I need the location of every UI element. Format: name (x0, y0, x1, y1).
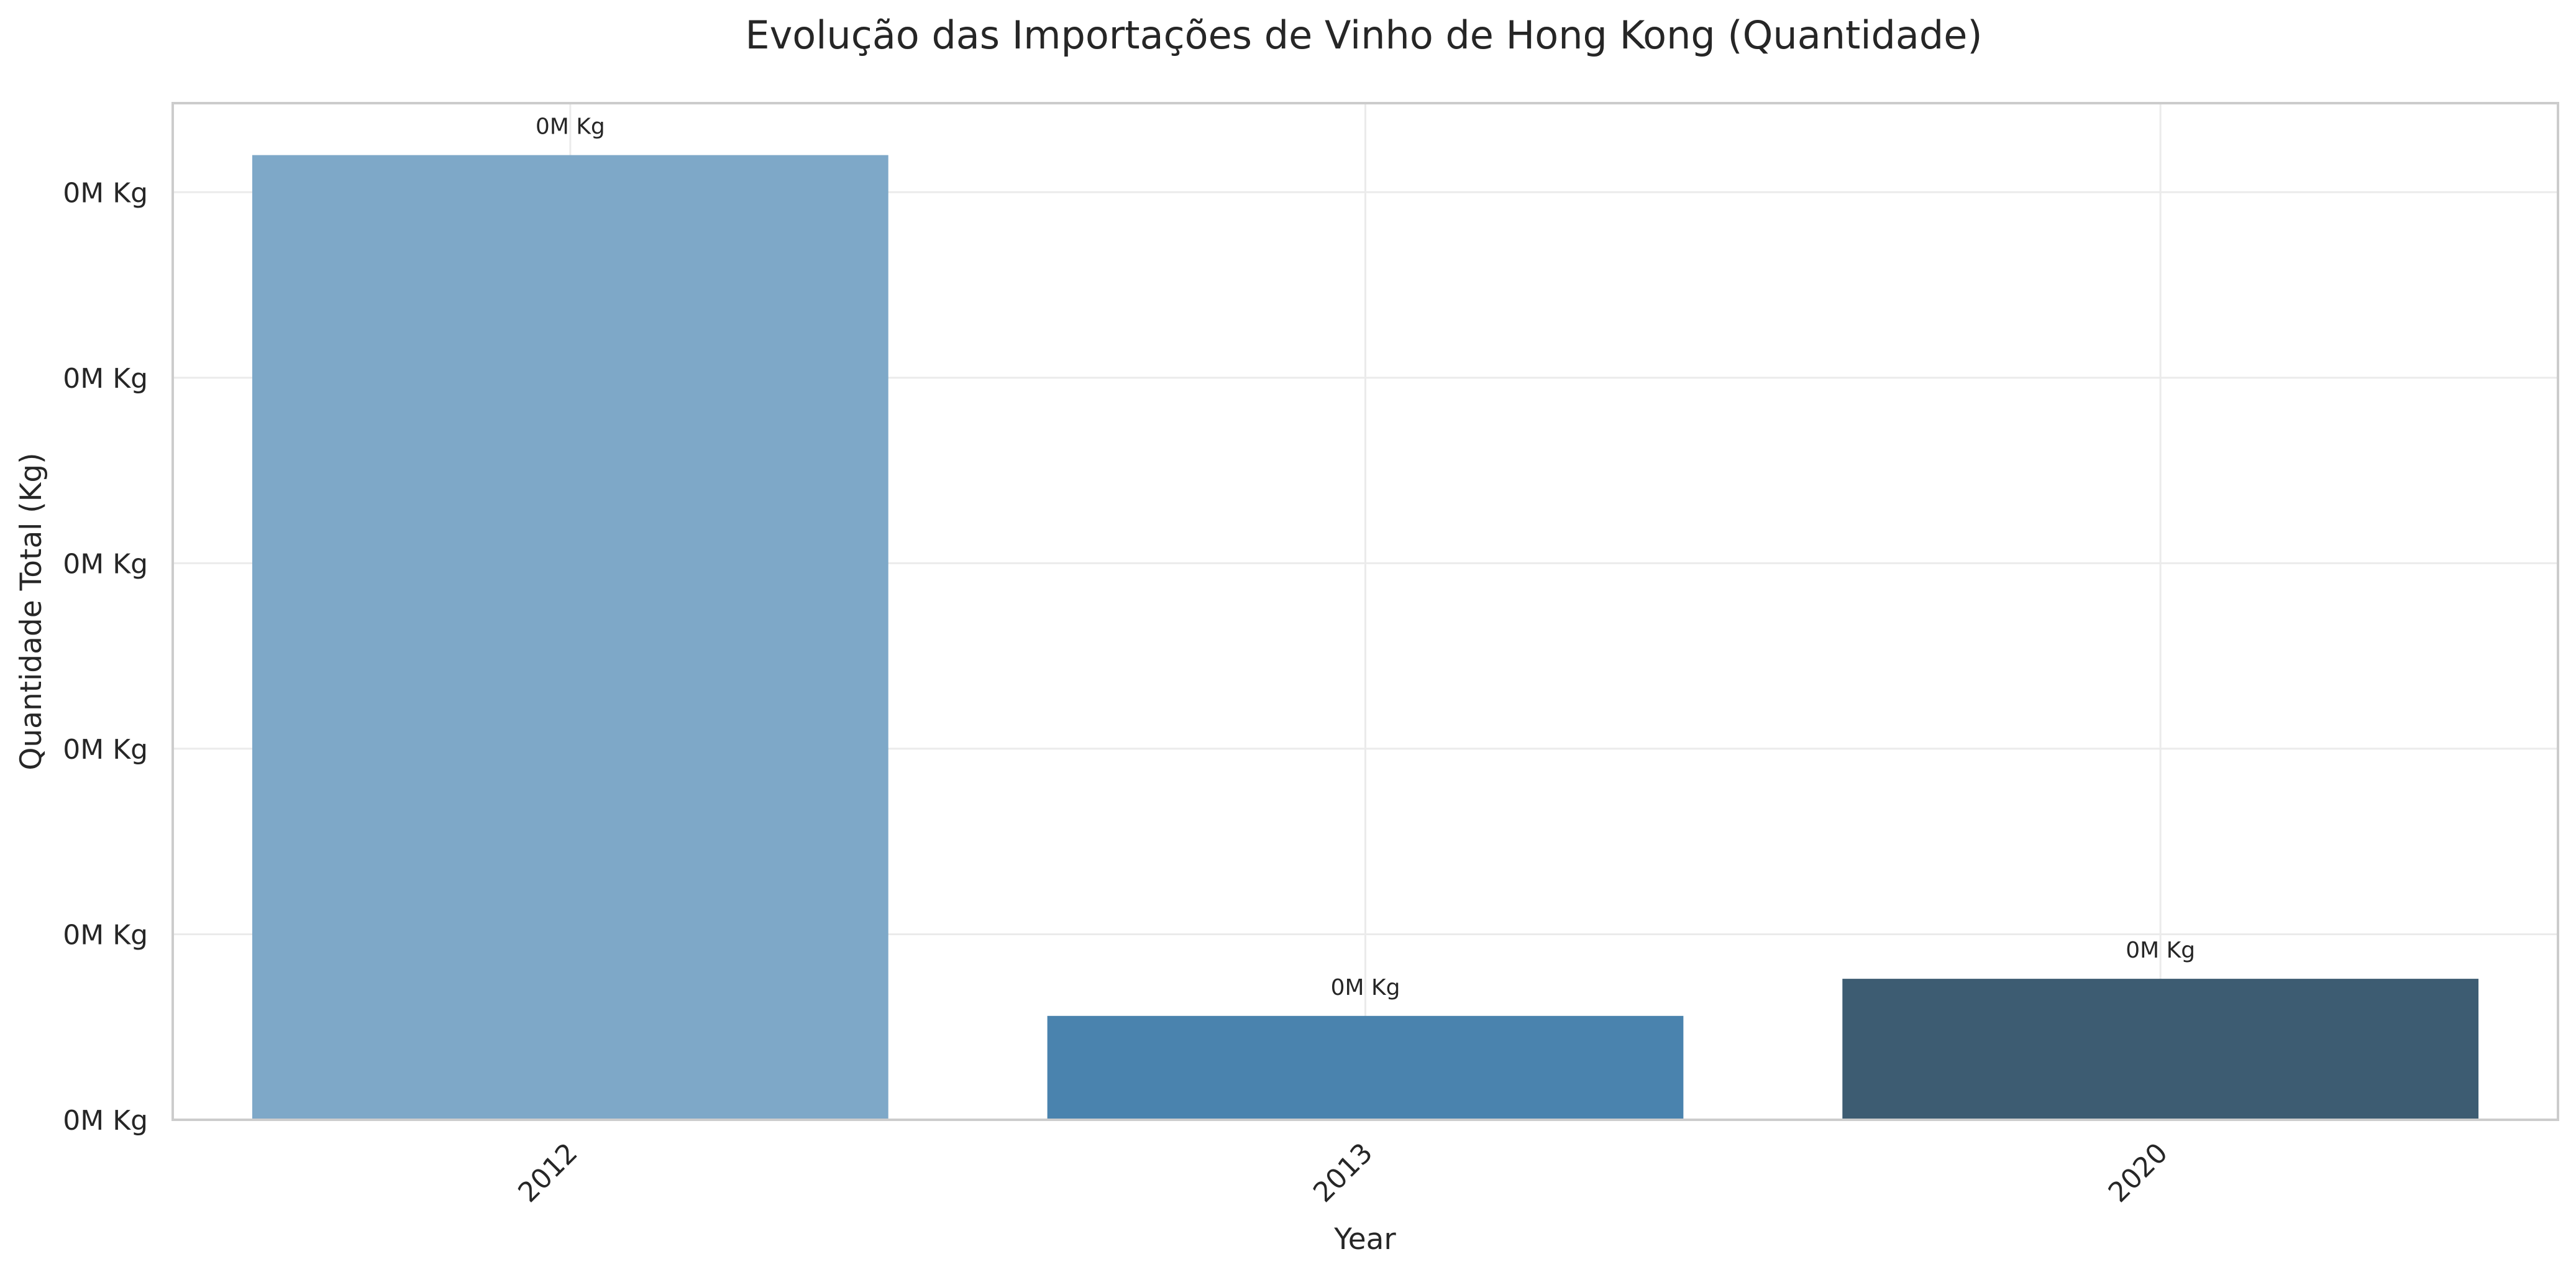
y-axis-label: Quantidade Total (Kg) (14, 452, 48, 770)
y-tick-layer: 0M Kg 0M Kg 0M Kg 0M Kg 0M Kg 0M Kg (63, 177, 148, 1137)
data-label-2013: 0M Kg (1331, 975, 1400, 1000)
x-axis-label: Year (1333, 1222, 1396, 1256)
data-label-layer: 0M Kg 0M Kg 0M Kg (536, 114, 2195, 1000)
y-tick-label: 0M Kg (63, 1105, 148, 1137)
y-tick-label: 0M Kg (63, 177, 148, 209)
chart-title: Evolução das Importações de Vinho de Hon… (745, 12, 1982, 58)
bar-2020 (1842, 979, 2479, 1120)
plot-frame (171, 102, 2559, 1121)
bar-2012 (252, 155, 888, 1120)
data-label-2020: 0M Kg (2126, 938, 2195, 963)
data-label-2012: 0M Kg (536, 114, 605, 140)
bar-2013 (1047, 1015, 1684, 1120)
y-tick-label: 0M Kg (63, 548, 148, 580)
bar-layer (252, 155, 2479, 1120)
y-tick-label: 0M Kg (63, 919, 148, 951)
y-tick-label: 0M Kg (63, 363, 148, 395)
y-tick-label: 0M Kg (63, 734, 148, 766)
